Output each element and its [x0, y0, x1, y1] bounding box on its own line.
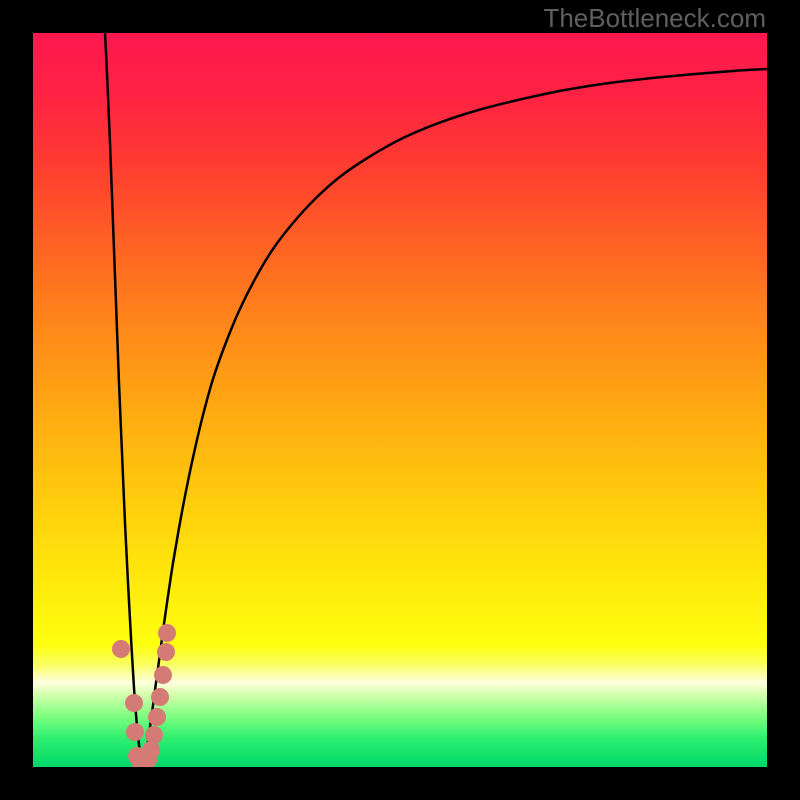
chart-frame: TheBottleneck.com [0, 0, 800, 800]
watermark-label: TheBottleneck.com [543, 3, 766, 34]
marker-dot [112, 640, 130, 658]
marker-dot [157, 643, 175, 661]
marker-dot [145, 726, 163, 744]
marker-dot [158, 624, 176, 642]
bottleneck-chart [0, 0, 800, 800]
gradient-background [33, 33, 767, 767]
marker-dot [125, 694, 143, 712]
marker-dot [154, 666, 172, 684]
marker-dot [126, 723, 144, 741]
marker-dot [148, 708, 166, 726]
marker-dot [142, 741, 160, 759]
marker-dot [151, 688, 169, 706]
